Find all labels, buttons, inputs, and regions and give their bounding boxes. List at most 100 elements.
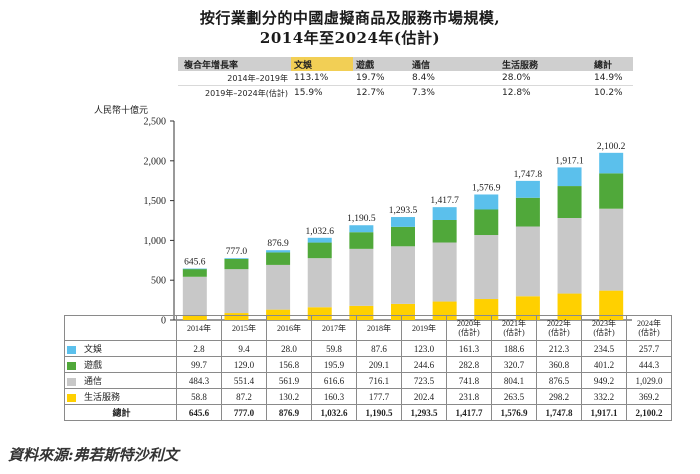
bar-segment [391, 246, 415, 304]
cagr-row: 2014年–2019年 113.1% 19.7% 8.4% 28.0% 14.9… [178, 71, 633, 86]
data-label: 177.7 [356, 388, 402, 405]
bar-segment [182, 276, 207, 316]
data-label: 231.8 [446, 388, 492, 405]
bar-segment [224, 258, 249, 270]
data-label: 561.9 [266, 372, 312, 389]
cagr-value: 15.9% [291, 85, 353, 100]
cagr-value: 12.8% [499, 85, 591, 100]
data-label: 298.2 [536, 388, 582, 405]
data-label: 58.8 [176, 388, 222, 405]
data-label: 716.1 [356, 372, 402, 389]
bar-segment [182, 268, 207, 270]
data-table-series-row: 生活服務 58.8 87.2 130.2 160.3 177.7 202.4 231.8 263… [64, 388, 672, 405]
total-value: 1,293.5 [401, 404, 447, 421]
y-tick-label: 2,000 [144, 156, 167, 167]
total-value: 876.9 [266, 404, 312, 421]
x-tick-label: 2016年 [266, 315, 312, 341]
cagr-header-label: 複合年增長率 [178, 57, 291, 71]
legend-label: 通信 [84, 376, 103, 386]
data-label: 282.8 [446, 356, 492, 373]
bar-segment [599, 173, 624, 209]
data-label: 741.8 [446, 372, 492, 389]
cagr-row: 2019年–2024年(估計) 15.9% 12.7% 7.3% 12.8% 1… [178, 85, 633, 100]
data-label: 202.4 [401, 388, 447, 405]
data-table-header-row: 2014年 2015年 2016年 2017年 2018年 2019年 2020年 (估計) 2… [64, 315, 672, 341]
x-tick-label: 2024年 (估計) [626, 315, 672, 341]
bar-segment [474, 209, 499, 236]
data-table: 2014年 2015年 2016年 2017年 2018年 2019年 2020年 (估計) 2… [64, 315, 672, 421]
bar-segment [515, 197, 540, 227]
legend-swatch [67, 361, 76, 370]
legend-label: 遊戲 [84, 360, 103, 370]
data-label: 130.2 [266, 388, 312, 405]
bar-segment [432, 219, 457, 243]
data-label: 244.6 [401, 356, 447, 373]
bar-segment [266, 252, 291, 265]
y-tick-label: 1,500 [144, 196, 167, 207]
bar-segment [266, 264, 291, 310]
bar-segment [391, 226, 415, 247]
data-label: 234.5 [581, 340, 627, 357]
x-tick-label: 2023年 (估計) [581, 315, 627, 341]
data-label: 401.2 [581, 356, 627, 373]
cagr-table: 複合年增長率 文娛 遊戲 通信 生活服務 總計 2014年–2019年 113.… [178, 57, 633, 100]
cagr-value: 19.7% [353, 71, 409, 86]
legend-entry: 遊戲 [64, 356, 177, 373]
total-value: 2,100.2 [626, 404, 672, 421]
bar-total-label: 1,417.7 [430, 196, 459, 206]
cagr-row-label: 2014年–2019年 [178, 71, 291, 86]
data-label: 332.2 [581, 388, 627, 405]
chart-title-line-2: 2014年至2024年(估計) [259, 29, 441, 47]
bar-total-label: 1,293.5 [389, 206, 418, 216]
bar-segment [224, 258, 249, 259]
x-tick-label: 2017年 [311, 315, 357, 341]
x-tick-label: 2021年 (估計) [491, 315, 537, 341]
total-value: 777.0 [221, 404, 267, 421]
bar-total-label: 876.9 [267, 239, 289, 249]
data-label: 484.3 [176, 372, 222, 389]
cagr-value: 14.9% [591, 71, 633, 86]
legend-swatch [67, 393, 76, 402]
bar-segment [266, 250, 291, 253]
data-label: 123.0 [401, 340, 447, 357]
cagr-value: 12.7% [353, 85, 409, 100]
y-tick-label: 1,000 [144, 236, 167, 247]
y-tick-label: 500 [151, 276, 166, 287]
data-table-total-row: 總計 645.6 777.0 876.9 1,032.6 1,190.5 1,293.5 1,… [64, 404, 672, 421]
data-label: 59.8 [311, 340, 357, 357]
y-axis-unit-label: 人民幣十億元 [94, 106, 149, 116]
cagr-header-life-services: 生活服務 [499, 57, 591, 71]
chart-title-line-1: 按行業劃分的中國虛擬商品及服務市場規模, [199, 9, 501, 27]
data-label: 616.6 [311, 372, 357, 389]
data-label: 257.7 [626, 340, 672, 357]
data-label: 99.7 [176, 356, 222, 373]
data-label: 9.4 [221, 340, 267, 357]
x-tick-label: 2022年 (估計) [536, 315, 582, 341]
cagr-header-row: 複合年增長率 文娛 遊戲 通信 生活服務 總計 [178, 57, 633, 71]
data-label: 360.8 [536, 356, 582, 373]
data-table-series-row: 通信 484.3 551.4 561.9 616.6 716.1 723.5 741.8 804… [64, 372, 672, 389]
total-value: 645.6 [176, 404, 222, 421]
total-row-label: 總計 [64, 404, 177, 421]
data-label: 369.2 [626, 388, 672, 405]
bar-segment [391, 217, 415, 227]
bar-total-label: 1,032.6 [305, 227, 334, 237]
cagr-header-total: 總計 [591, 57, 633, 71]
bar-total-label: 1,190.5 [347, 214, 376, 224]
legend-swatch [67, 377, 76, 386]
bar-total-label: 1,917.1 [555, 156, 584, 166]
data-label: 2.8 [176, 340, 222, 357]
bar-segment [307, 237, 332, 243]
legend-label: 生活服務 [84, 392, 121, 402]
data-label: 87.6 [356, 340, 402, 357]
data-table-series-row: 遊戲 99.7 129.0 156.8 195.9 209.1 244.6 282.8 320.… [64, 356, 672, 373]
data-label: 129.0 [221, 356, 267, 373]
data-label: 212.3 [536, 340, 582, 357]
bar-segment [182, 268, 207, 277]
x-tick-label: 2018年 [356, 315, 402, 341]
cagr-value: 113.1% [291, 71, 353, 86]
data-label: 876.5 [536, 372, 582, 389]
total-value: 1,190.5 [356, 404, 402, 421]
data-label: 188.6 [491, 340, 537, 357]
bar-segment [557, 218, 582, 294]
